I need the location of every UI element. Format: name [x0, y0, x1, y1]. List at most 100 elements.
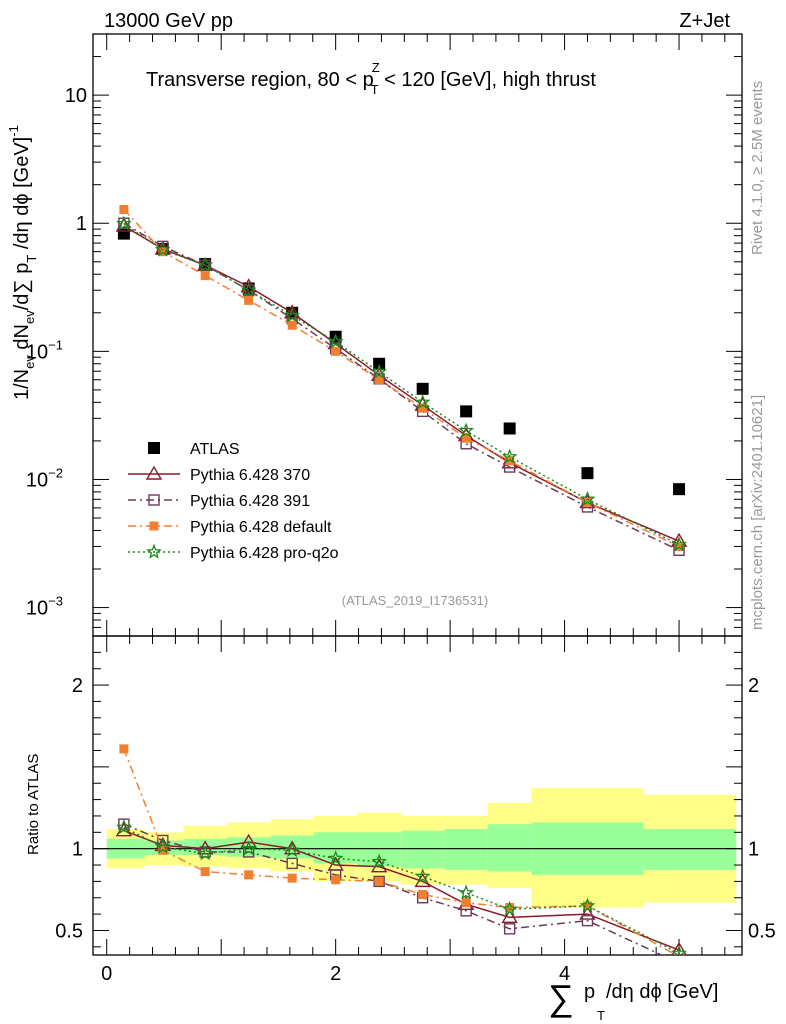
title-main: Transverse region, 80 < p — [146, 69, 374, 91]
mcplots-label: mcplots.cern.ch [arXiv:2401.10621] — [749, 395, 766, 630]
ratio-tick-label-left: 2 — [72, 675, 83, 697]
ratio-point — [154, 838, 171, 854]
ratio-point — [458, 884, 475, 900]
ratio-point — [501, 908, 518, 924]
data-point — [373, 357, 386, 370]
main-y-tick-label: 1 — [76, 213, 87, 235]
ratio-point — [581, 914, 594, 927]
ylabel-sub2: ev — [22, 310, 37, 324]
ratio-y-axis-label: Ratio to ATLAS — [25, 754, 42, 855]
ratio-point — [371, 853, 388, 869]
ratio-point — [119, 744, 129, 754]
title-sup: Z — [372, 60, 380, 75]
title-tail: < 120 [GeV], high thrust — [379, 69, 597, 91]
tick-exp: −3 — [48, 594, 63, 609]
series-line — [123, 208, 680, 548]
ratio-point — [242, 846, 255, 858]
ratio-point — [579, 905, 596, 920]
ylabel-sub3: T — [24, 255, 39, 263]
data-point — [374, 375, 384, 385]
data-point — [581, 467, 594, 480]
ylabel-c: /d∑ p — [11, 263, 33, 311]
svg-text:1/Nev dNev/d∑ pT /dη dϕ [GeV]: 1/Nev dNev/d∑ pT /dη dϕ [GeV]-1 — [6, 125, 39, 400]
plot-title: Transverse region, 80 < pZ T < 120 [GeV],… — [146, 60, 596, 97]
ratio-series-3 — [116, 819, 687, 955]
x-axis-label: ∑ p T /dη dϕ [GeV] — [548, 977, 718, 1023]
legend: ATLAS Pythia 6.428 370 Pythia 6.428 391 Pyt… — [128, 441, 339, 562]
xlabel-sub: T — [597, 1008, 605, 1023]
data-point — [418, 403, 428, 413]
ratio-point — [501, 900, 518, 916]
legend-marker — [149, 521, 159, 531]
data-point — [327, 333, 344, 349]
svg-text:Transverse region, 80 < pZT <: Transverse region, 80 < pZ T < 120 [GeV],… — [146, 60, 596, 97]
legend-label: ATLAS — [190, 441, 240, 458]
data-point — [158, 247, 168, 257]
tick-base: 10 — [26, 341, 48, 363]
tick-base: 10 — [26, 469, 48, 491]
main-y-tick-label: 10−2 — [26, 465, 63, 491]
legend-label: Pythia 6.428 370 — [190, 467, 310, 484]
ratio-point — [284, 842, 300, 858]
ratio-tick-label-right: 0.5 — [748, 920, 776, 942]
legend-label: Pythia 6.428 default — [190, 519, 332, 536]
ratio-point — [244, 870, 254, 880]
ratio-line — [123, 823, 664, 955]
data-point — [673, 483, 686, 496]
data-point — [414, 393, 431, 410]
data-point — [371, 363, 387, 379]
ratio-point — [461, 898, 471, 908]
xlabel-sum: ∑ — [548, 977, 574, 1018]
title-sub: T — [371, 82, 379, 97]
legend-marker — [148, 442, 160, 454]
series-line — [123, 223, 680, 546]
ratio-tick-label-left: 0.5 — [55, 920, 83, 942]
series-4 — [116, 215, 687, 552]
ratio-line — [123, 748, 678, 955]
ratio-point — [327, 850, 344, 866]
ylabel-b: dN — [11, 324, 33, 355]
ratio-point — [116, 819, 132, 835]
data-point — [197, 256, 214, 272]
data-point — [671, 536, 687, 552]
data-point — [119, 205, 129, 215]
ylabel-d: /dη dϕ [GeV] — [11, 137, 33, 255]
tick-base: 10 — [26, 598, 48, 620]
data-point — [244, 295, 254, 305]
data-point — [284, 307, 301, 323]
legend-item: Pythia 6.428 370 — [128, 465, 310, 484]
data-point — [416, 382, 429, 395]
ylabel-exp: -1 — [6, 125, 21, 137]
data-point — [579, 491, 596, 507]
band-inner — [400, 830, 445, 869]
legend-label: Pythia 6.428 pro-q2o — [190, 545, 339, 562]
data-series — [115, 205, 688, 955]
series-line — [123, 222, 680, 551]
legend-item: Pythia 6.428 default — [128, 519, 332, 536]
ratio-point — [374, 876, 384, 886]
ratio-point — [671, 945, 687, 955]
band-inner — [487, 824, 532, 872]
legend-item: Pythia 6.428 pro-q2o — [128, 543, 339, 562]
main-y-axis-label: 1/Nev dNev/d∑ pT /dη dϕ [GeV]-1 — [6, 125, 39, 400]
ratio-point — [414, 868, 431, 884]
data-point — [503, 422, 516, 435]
ratio-point — [579, 897, 596, 913]
data-point — [331, 346, 341, 356]
legend-label: Pythia 6.428 391 — [190, 493, 310, 510]
data-point — [501, 448, 518, 464]
ratio-point — [286, 857, 298, 870]
ratio-point — [582, 901, 592, 911]
tick-exp: −1 — [48, 337, 63, 352]
ratio-point — [505, 903, 515, 913]
ratio-tick-label-left: 1 — [72, 839, 83, 861]
band-inner — [444, 829, 488, 870]
ratio-tick-label-right: 1 — [748, 839, 759, 861]
ratio-line — [123, 829, 680, 951]
ratio-point — [200, 867, 210, 877]
data-point — [240, 281, 257, 297]
ratio-point — [287, 873, 297, 883]
data-point — [154, 241, 171, 257]
legend-marker — [148, 494, 160, 506]
